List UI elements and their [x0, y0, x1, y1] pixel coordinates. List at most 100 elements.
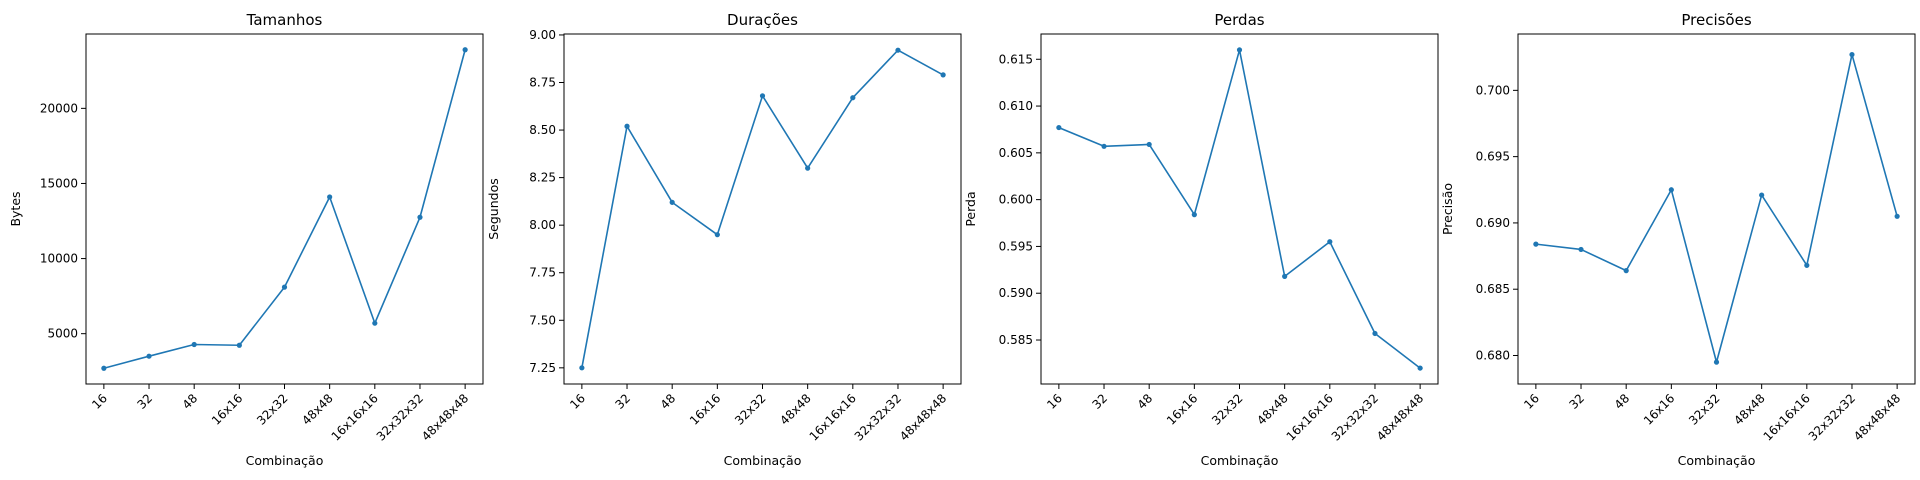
data-point — [895, 47, 901, 53]
data-point — [1623, 268, 1629, 274]
x-tick-label: 16x16x16 — [329, 391, 381, 443]
x-tick-label: 48 — [180, 391, 201, 412]
data-point — [101, 365, 107, 371]
data-point — [417, 214, 423, 220]
chart-title: Precisões — [1681, 11, 1751, 29]
data-point — [281, 284, 288, 290]
chart-title: Perdas — [1214, 11, 1264, 29]
y-tick-label: 0.610 — [999, 99, 1033, 113]
x-tick-label: 48x48x48 — [1374, 391, 1426, 443]
y-tick-label: 0.700 — [1476, 83, 1510, 97]
data-point — [850, 95, 856, 101]
data-point — [1327, 239, 1333, 245]
data-point — [1894, 213, 1900, 219]
y-axis-label: Precisão — [1440, 183, 1455, 235]
data-point — [1713, 359, 1720, 365]
y-tick-label: 0.685 — [1476, 282, 1510, 296]
y-tick-label: 9.00 — [529, 28, 556, 42]
y-axis-label: Bytes — [8, 191, 23, 226]
chart-title: Tamanhos — [246, 11, 323, 29]
x-tick-label: 32 — [612, 391, 633, 412]
x-tick-label: 32x32 — [254, 391, 291, 428]
data-point — [1578, 246, 1584, 253]
y-tick-label: 8.75 — [529, 76, 556, 90]
y-tick-label: 8.50 — [529, 123, 556, 137]
x-tick-label: 16 — [1044, 391, 1065, 412]
x-tick-label: 32 — [1089, 391, 1110, 412]
data-point — [714, 232, 720, 238]
data-point — [579, 365, 585, 371]
y-tick-label: 0.615 — [999, 52, 1033, 66]
data-point — [940, 72, 946, 78]
series-line — [103, 49, 466, 370]
x-tick-label: 16x16x16 — [1761, 391, 1813, 443]
x-tick-label: 32 — [134, 391, 155, 412]
x-tick-label: 16x16 — [1641, 391, 1678, 428]
x-tick-label: 16x16x16 — [807, 391, 859, 443]
y-tick-label: 0.600 — [999, 193, 1033, 207]
x-tick-label: 16x16 — [1164, 391, 1201, 428]
y-tick-label: 7.50 — [529, 313, 556, 327]
x-tick-label: 32 — [1566, 391, 1587, 412]
x-tick-label: 32x32x32 — [1329, 391, 1381, 443]
x-axis-label: Combinação — [1201, 453, 1279, 468]
data-point — [462, 47, 468, 53]
data-point — [669, 199, 675, 205]
x-tick-label: 32x32 — [1686, 391, 1723, 428]
y-axis-label: Segundos — [486, 178, 501, 240]
data-point — [1101, 143, 1107, 149]
y-tick-label: 8.00 — [529, 218, 556, 232]
y-tick-label: 0.585 — [999, 333, 1033, 347]
x-tick-label: 48x48x48 — [1851, 391, 1903, 443]
x-tick-label: 32x32x32 — [1806, 391, 1858, 443]
data-point — [1759, 192, 1765, 198]
data-point — [191, 341, 197, 348]
series-line — [1535, 53, 1898, 363]
chart-title: Durações — [727, 11, 798, 29]
data-point — [1417, 365, 1423, 371]
data-point — [146, 353, 152, 359]
x-tick-label: 48 — [1135, 391, 1156, 412]
x-tick-label: 32x32 — [1209, 391, 1246, 428]
x-tick-label: 32x32x32 — [852, 391, 904, 443]
data-point — [1804, 262, 1810, 268]
x-tick-label: 32x32 — [732, 391, 769, 428]
data-point — [1849, 51, 1855, 58]
y-tick-label: 0.690 — [1476, 216, 1510, 230]
x-tick-label: 48x48 — [777, 391, 814, 428]
y-tick-label: 7.25 — [529, 361, 556, 375]
series-line — [1058, 49, 1421, 369]
x-tick-label: 16x16 — [209, 391, 246, 428]
plot-frame — [1517, 33, 1916, 385]
data-point — [805, 165, 811, 171]
y-tick-label: 0.680 — [1476, 348, 1510, 362]
y-axis-label: Perda — [963, 191, 978, 226]
x-tick-label: 16 — [89, 391, 110, 412]
data-point — [759, 93, 766, 99]
y-tick-label: 0.590 — [999, 286, 1033, 300]
x-tick-label: 48 — [658, 391, 679, 412]
x-tick-label: 48x48x48 — [419, 391, 471, 443]
x-tick-label: 32x32x32 — [374, 391, 426, 443]
data-point — [236, 342, 242, 348]
data-point — [624, 123, 630, 129]
x-tick-label: 48x48x48 — [897, 391, 949, 443]
data-point — [1056, 124, 1062, 131]
data-point — [1372, 330, 1378, 337]
x-tick-label: 16 — [567, 391, 588, 412]
data-point — [327, 194, 333, 200]
data-point — [1191, 212, 1197, 218]
y-tick-label: 15000 — [40, 176, 78, 190]
x-tick-label: 16x16x16 — [1284, 391, 1336, 443]
y-tick-label: 0.595 — [999, 239, 1033, 253]
plot-frame — [563, 33, 962, 385]
data-point — [1282, 273, 1288, 279]
x-axis-label: Combinação — [724, 453, 802, 468]
plot-frame — [85, 33, 484, 385]
y-tick-label: 5000 — [47, 327, 78, 341]
data-point — [372, 320, 378, 326]
y-tick-label: 8.25 — [529, 171, 556, 185]
plot-frame — [1040, 33, 1439, 385]
x-axis-label: Combinação — [246, 453, 324, 468]
